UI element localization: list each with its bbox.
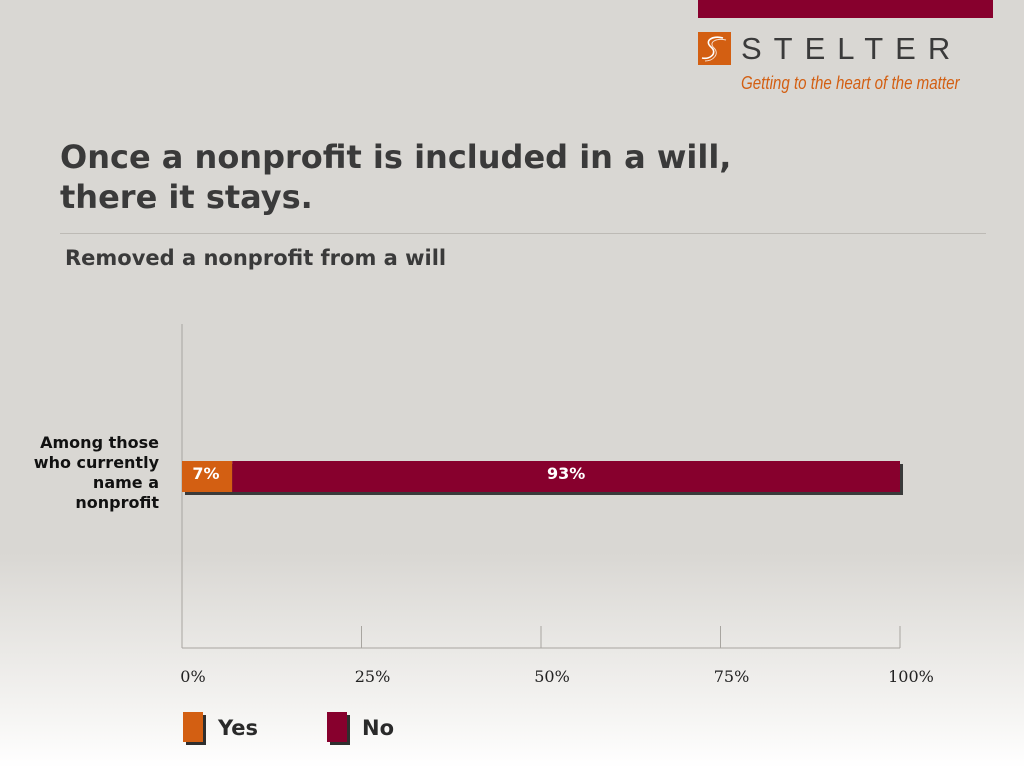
category-label: Among those who currently name a nonprof… <box>33 433 159 512</box>
legend-swatch-no <box>327 712 347 742</box>
page-title: Once a nonprofit is included in a will, … <box>60 137 820 217</box>
bar-no <box>232 461 900 492</box>
title-divider <box>60 233 986 234</box>
logo-tagline: Getting to the heart of the matter <box>741 73 960 93</box>
logo-wordmark: STELTER <box>741 31 963 66</box>
title-line-2: there it stays. <box>60 178 313 216</box>
x-tick-label: 50% <box>534 667 570 686</box>
x-tick-label: 0% <box>180 667 205 686</box>
x-tick-label: 25% <box>355 667 391 686</box>
data-label-no: 93% <box>547 464 585 483</box>
chart-title: Removed a nonprofit from a will <box>65 246 447 270</box>
x-tick-label: 100% <box>888 667 934 686</box>
title-line-1: Once a nonprofit is included in a will, <box>60 138 732 176</box>
stelter-logo-mark-icon <box>698 32 731 65</box>
bar-yes <box>182 461 233 492</box>
brand-top-bar <box>698 0 993 18</box>
x-tick-label: 75% <box>714 667 750 686</box>
data-label-yes: 7% <box>192 464 219 483</box>
legend-label-yes: Yes <box>218 716 259 740</box>
legend-label-no: No <box>362 716 395 740</box>
stelter-logo: STELTER Getting to the heart of the matt… <box>698 32 998 96</box>
legend-swatch-yes <box>183 712 203 742</box>
